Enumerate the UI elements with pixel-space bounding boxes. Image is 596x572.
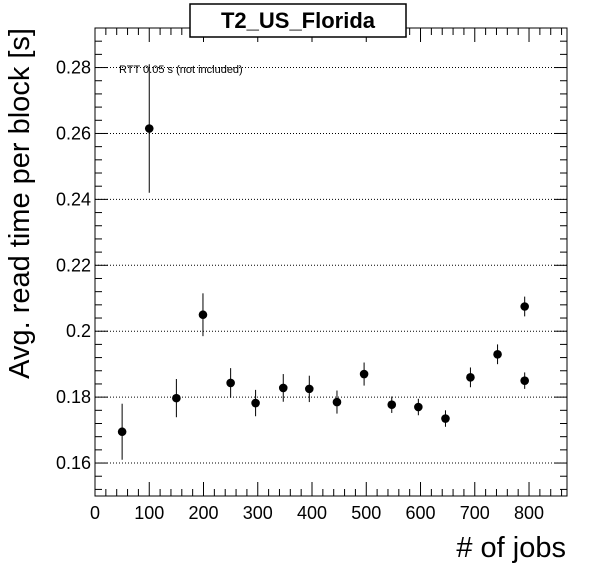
chart-title: T2_US_Florida — [221, 8, 376, 33]
data-point — [414, 402, 423, 412]
data-points — [117, 64, 529, 460]
data-point — [198, 310, 208, 320]
data-point — [278, 383, 288, 393]
data-point — [304, 384, 314, 394]
data-point — [387, 400, 397, 410]
y-tick-label: 0.16 — [56, 453, 91, 473]
y-tick-label: 0.2 — [66, 321, 91, 341]
data-point — [493, 349, 502, 359]
data-point — [359, 369, 369, 379]
data-point — [332, 397, 342, 407]
data-point — [441, 414, 450, 423]
x-tick-label: 600 — [405, 503, 435, 523]
x-tick-label: 500 — [351, 503, 381, 523]
data-point — [520, 302, 529, 311]
data-point — [172, 393, 181, 403]
x-tick-label: 0 — [90, 503, 100, 523]
data-point — [520, 376, 529, 385]
x-tick-label: 100 — [134, 503, 164, 523]
x-tick-label: 700 — [460, 503, 490, 523]
x-tick-label: 300 — [243, 503, 273, 523]
data-point — [226, 378, 235, 388]
y-tick-label: 0.18 — [56, 387, 91, 407]
data-point — [251, 398, 260, 408]
y-tick-label: 0.26 — [56, 123, 91, 143]
y-tick-label: 0.22 — [56, 255, 91, 275]
y-tick-label: 0.28 — [56, 58, 91, 78]
rtt-annotation: RTT 0.05 s (not included) — [119, 64, 243, 76]
x-tick-label: 400 — [297, 503, 327, 523]
x-tick-label: 800 — [514, 503, 544, 523]
data-point — [466, 373, 475, 382]
y-axis-title: Avg. read time per block [s] — [4, 28, 36, 379]
tick-labels: 0.16 0.18 0.2 0.22 0.24 0.26 0.28 0 100 200 300 400… — [56, 58, 544, 523]
title-box — [189, 3, 407, 38]
x-axis-title: # of jobs — [456, 532, 566, 564]
y-tick-label: 0.24 — [56, 189, 91, 209]
data-point — [117, 427, 127, 437]
x-tick-label: 200 — [188, 503, 218, 523]
data-point — [144, 124, 154, 133]
